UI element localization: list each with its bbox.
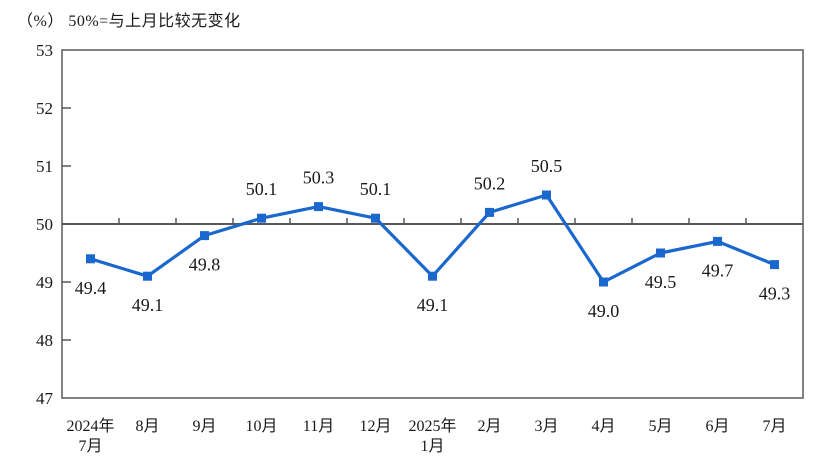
data-label: 49.8 — [189, 255, 221, 275]
data-point-marker — [428, 271, 437, 281]
y-axis-tick-label: 51 — [36, 157, 53, 176]
data-label: 49.4 — [75, 278, 107, 298]
x-axis-label: 5月 — [648, 418, 672, 435]
data-point-marker — [656, 248, 665, 258]
data-label: 49.1 — [417, 295, 449, 315]
data-label: 50.3 — [303, 168, 335, 188]
data-label: 49.0 — [588, 301, 620, 321]
x-axis-label: 7月 — [762, 418, 786, 435]
data-point-marker — [770, 260, 779, 270]
y-axis-tick-label: 52 — [36, 99, 53, 118]
x-axis-label: 2025年 1月 — [408, 417, 456, 455]
y-axis-tick-label: 50 — [36, 215, 53, 234]
y-axis-tick-label: 49 — [36, 273, 53, 292]
data-label: 49.3 — [759, 284, 791, 304]
data-label: 50.5 — [531, 156, 563, 176]
x-axis-label: 8月 — [135, 418, 159, 435]
data-point-marker — [200, 231, 209, 241]
data-label: 50.1 — [360, 179, 392, 199]
data-point-marker — [143, 271, 152, 281]
data-label: 50.1 — [246, 179, 278, 199]
y-axis-tick-label: 53 — [36, 41, 53, 60]
y-axis-tick-label: 47 — [36, 389, 54, 408]
x-axis-label: 6月 — [705, 418, 729, 435]
data-point-marker — [371, 213, 380, 223]
data-point-marker — [599, 277, 608, 287]
x-axis-label: 10月 — [245, 418, 277, 435]
chart-unit-note: （%） 50%=与上月比较无变化 — [17, 13, 241, 30]
data-point-marker — [485, 207, 494, 217]
x-axis-label: 11月 — [303, 418, 334, 435]
x-axis-label: 4月 — [591, 418, 615, 435]
x-axis-label: 2024年 7月 — [66, 417, 114, 455]
data-label: 50.2 — [474, 173, 506, 193]
data-point-marker — [542, 190, 551, 200]
x-axis-label: 2月 — [477, 418, 501, 435]
data-point-marker — [86, 254, 95, 264]
x-axis-label: 3月 — [534, 418, 558, 435]
x-axis-label: 9月 — [192, 418, 216, 435]
data-point-marker — [713, 236, 722, 246]
y-axis-tick-label: 48 — [36, 331, 53, 350]
data-label: 49.7 — [702, 260, 734, 280]
data-label: 49.5 — [645, 272, 677, 292]
data-point-marker — [314, 202, 323, 212]
data-point-marker — [257, 213, 266, 223]
x-axis-label: 12月 — [359, 418, 391, 435]
data-label: 49.1 — [132, 295, 164, 315]
